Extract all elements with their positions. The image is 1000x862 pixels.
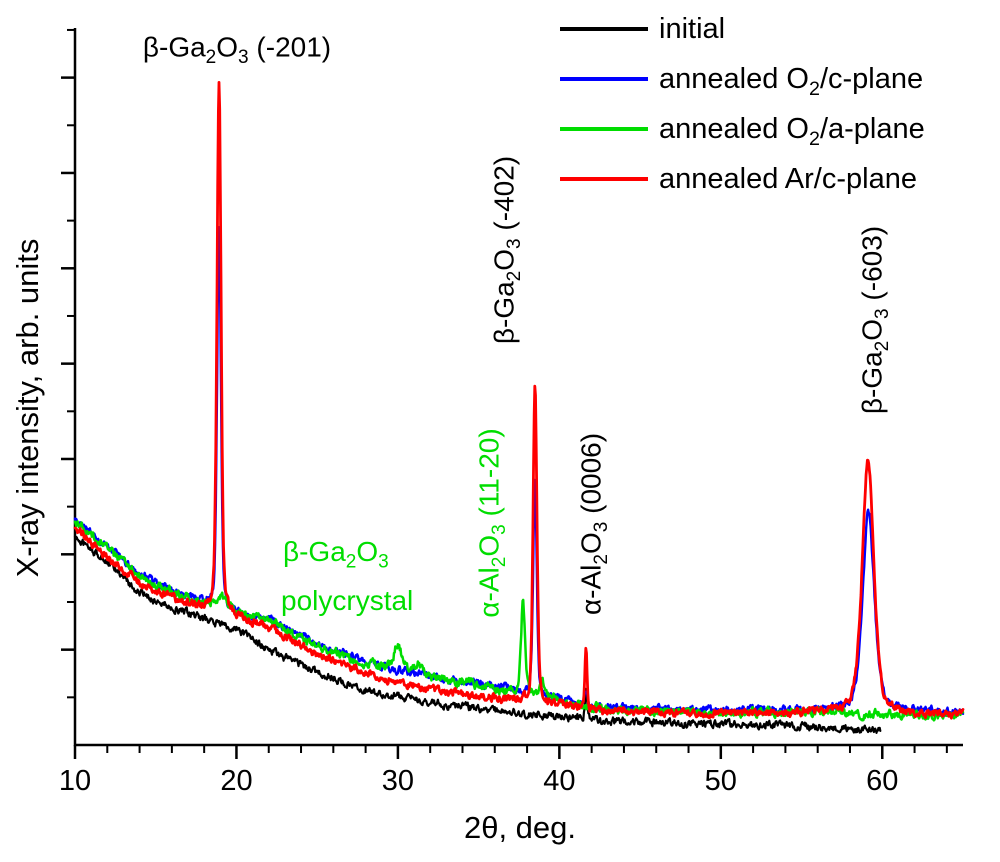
peak-label-ga2o3-603: β-Ga2O3 (-603) — [856, 225, 893, 415]
x-tick-label: 40 — [543, 765, 575, 797]
x-tick-label: 50 — [705, 765, 737, 797]
legend-label: annealed Ar/c-plane — [659, 162, 917, 195]
legend-label: initial — [659, 12, 726, 45]
x-axis-title: 2θ, deg. — [463, 810, 577, 845]
legend-item-initial: initial — [560, 4, 925, 54]
peak-label-ga2o3-402: β-Ga2O3 (-402) — [488, 155, 525, 345]
legend: initial annealed O2/c-plane annealed O2/… — [560, 4, 925, 204]
x-tick-label: 30 — [382, 765, 414, 797]
legend-item-o2-c-plane: annealed O2/c-plane — [560, 54, 925, 104]
y-axis-title: X-ray intensity, arb. units — [10, 238, 45, 578]
legend-label: annealed O2/c-plane — [659, 62, 924, 100]
polycrystal-label-line2: polycrystal — [281, 585, 414, 616]
legend-label: annealed O2/a-plane — [659, 112, 925, 150]
legend-item-ar-c-plane: annealed Ar/c-plane — [560, 154, 925, 204]
legend-item-o2-a-plane: annealed O2/a-plane — [560, 104, 925, 154]
legend-line-swatch — [560, 177, 648, 181]
xrd-curve-4 — [73, 81, 965, 720]
peak-label-al2o3-0006: α-Al2O3 (0006) — [575, 432, 612, 616]
peak-label-ga2o3-201: β-Ga2O3 (-201) — [142, 31, 332, 68]
x-tick-label: 20 — [220, 765, 252, 797]
peak-label-al2o3-1120: α-Al2O3 (11-20) — [473, 428, 510, 618]
legend-line-swatch — [560, 27, 648, 31]
legend-line-swatch — [560, 77, 648, 81]
x-tick-label: 60 — [866, 765, 898, 797]
xrd-curve-1 — [73, 535, 882, 734]
polycrystal-label-line1: β-Ga2O3 — [283, 536, 389, 573]
x-tick-label: 10 — [59, 765, 91, 797]
legend-line-swatch — [560, 127, 648, 131]
